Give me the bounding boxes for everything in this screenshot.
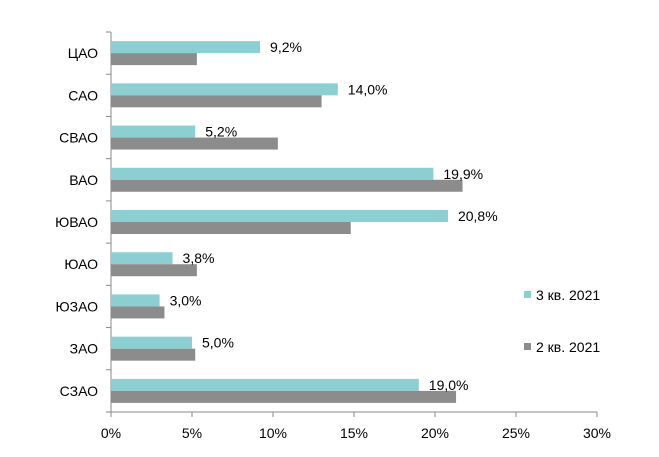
bar-series-2	[111, 348, 196, 361]
bar-series-2	[111, 95, 322, 108]
legend-label-series-2: 2 кв. 2021	[536, 339, 600, 355]
y-tick-label: ВАО	[69, 172, 98, 188]
chart-bars	[111, 41, 463, 403]
legend-swatch-series-1	[524, 291, 531, 298]
data-label: 3,0%	[170, 292, 202, 308]
x-tick-label: 5%	[182, 425, 202, 441]
bar-series-2	[111, 53, 197, 66]
data-label: 3,8%	[183, 250, 215, 266]
bar-series-1	[111, 378, 419, 391]
x-tick-label: 25%	[502, 425, 530, 441]
bar-series-1	[111, 210, 448, 222]
chart-data-labels: 9,2% 14,0% 5,2% 19,9% 20,8% 3,8% 3,0% 5,0% 19,0%	[170, 39, 498, 393]
chart-legend: 3 кв. 2021 2 кв. 2021	[524, 287, 600, 355]
legend-label-series-1: 3 кв. 2021	[536, 287, 600, 303]
data-label: 19,0%	[429, 377, 469, 393]
y-tick-label: САО	[68, 87, 98, 103]
bar-series-2	[111, 137, 278, 150]
y-tick-label: ЮЗАО	[55, 298, 98, 314]
bar-series-1	[111, 336, 192, 349]
bar-series-2	[111, 222, 351, 234]
data-label: 14,0%	[348, 81, 388, 97]
y-tick-label: СВАО	[59, 130, 98, 146]
bar-series-1	[111, 167, 434, 180]
bar-series-1	[111, 83, 338, 96]
bar-series-2	[111, 306, 165, 319]
x-tick-label: 30%	[583, 425, 611, 441]
chart-axes: ЦАО САО СВАО ВАО ЮВАО ЮАО ЮЗАО ЗАО СЗАО 0% 5% 10% 15…	[55, 31, 611, 441]
data-label: 19,9%	[443, 166, 483, 182]
y-tick-label: ЮВАО	[55, 214, 98, 230]
x-tick-label: 20%	[421, 425, 449, 441]
data-label: 5,2%	[205, 124, 237, 140]
bar-series-2	[111, 179, 463, 192]
legend-swatch-series-2	[524, 343, 531, 350]
bar-series-1	[111, 41, 261, 54]
x-tick-label: 10%	[259, 425, 287, 441]
data-label: 5,0%	[202, 335, 234, 351]
bar-series-1	[111, 294, 160, 307]
data-label: 20,8%	[458, 208, 498, 224]
x-tick-label: 0%	[101, 425, 121, 441]
y-tick-label: ЮАО	[64, 256, 98, 272]
y-tick-label: ЦАО	[68, 45, 98, 61]
bar-series-1	[111, 252, 173, 265]
bar-series-1	[111, 125, 196, 138]
y-tick-label: СЗАО	[60, 383, 98, 399]
x-tick-label: 15%	[340, 425, 368, 441]
data-label: 9,2%	[270, 39, 302, 55]
bar-series-2	[111, 390, 457, 403]
bar-series-2	[111, 264, 197, 277]
y-tick-label: ЗАО	[70, 341, 98, 357]
